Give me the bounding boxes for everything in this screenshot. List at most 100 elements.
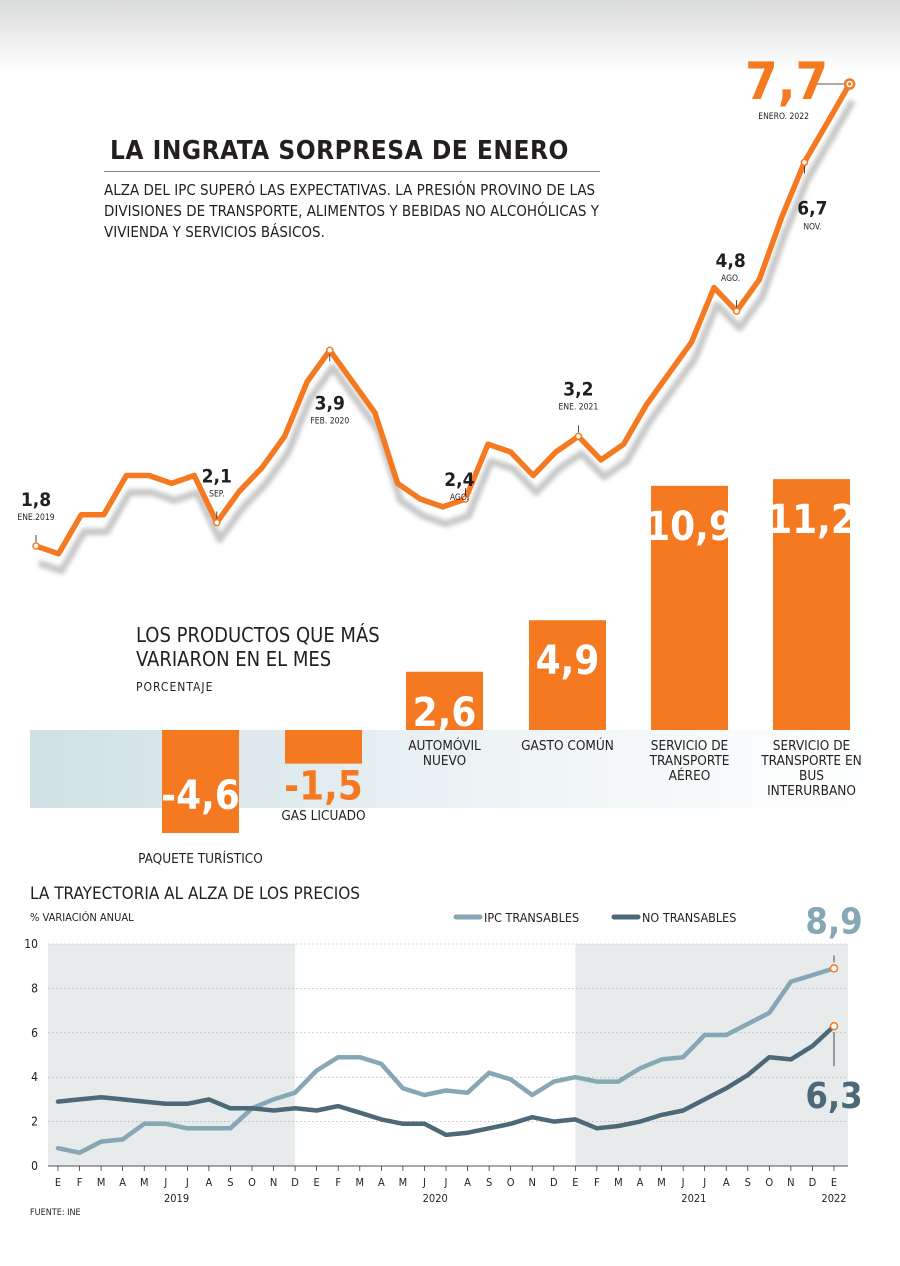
top-gradient — [0, 0, 900, 72]
trajectory-point — [359, 1056, 361, 1058]
x-tick-label: S — [486, 1176, 492, 1189]
trajectory-end-label: 6,3 — [805, 1076, 862, 1117]
trajectory-point — [488, 1127, 490, 1129]
x-tick-label: M — [614, 1176, 623, 1189]
trajectory-point — [273, 1110, 275, 1111]
ipc-point — [171, 482, 173, 484]
bar-category-label: AÉREO — [669, 767, 711, 784]
ipc-point — [690, 341, 693, 344]
trajectory-point — [337, 1105, 339, 1107]
ipc-line-shadow — [37, 99, 856, 575]
ipc-date-label: AGO. — [721, 274, 740, 284]
ipc-point — [758, 279, 760, 281]
bar-category-label: NUEVO — [423, 753, 466, 769]
x-tick-label: N — [787, 1176, 794, 1189]
bar-value-label: 10,9 — [645, 504, 734, 550]
y-tick-label: 2 — [31, 1115, 38, 1129]
x-tick-label: O — [248, 1176, 256, 1189]
trajectory-point — [811, 974, 813, 976]
trajectory-point — [380, 1118, 382, 1120]
trajectory-point — [229, 1127, 231, 1129]
x-tick-label: D — [809, 1176, 817, 1189]
ipc-point — [103, 514, 105, 516]
ipc-marker — [574, 432, 583, 441]
trajectory-point — [790, 981, 792, 983]
year-shade — [48, 944, 296, 1166]
ipc-point — [125, 474, 127, 477]
trajectory-point — [229, 1107, 231, 1109]
bar-chart-unit: PORCENTAJE — [136, 680, 214, 694]
trajectory-point — [682, 1056, 684, 1058]
ipc-point — [374, 412, 376, 414]
bar-category-label: BUS — [799, 768, 824, 784]
ipc-value-label: 4,8 — [715, 250, 745, 272]
trajectory-point — [574, 1076, 576, 1078]
source-note: FUENTE: INE — [30, 1208, 81, 1218]
ipc-marker — [32, 542, 40, 550]
trajectory-point — [79, 1152, 81, 1154]
trajectory-point — [186, 1127, 188, 1129]
trajectory-point — [273, 1098, 275, 1100]
trajectory-point — [251, 1107, 253, 1109]
ipc-point — [58, 553, 60, 555]
trajectory-point — [510, 1078, 512, 1080]
ipc-point — [306, 380, 308, 383]
bar-value-label: -1,5 — [284, 764, 363, 810]
ipc-marker-core — [848, 82, 852, 86]
ipc-value-label: 2,1 — [202, 466, 232, 488]
trajectory-point — [467, 1092, 469, 1094]
trajectory-point — [510, 1123, 512, 1125]
trajectory-point — [617, 1081, 619, 1083]
trajectory-point — [682, 1110, 684, 1111]
trajectory-end-label: 8,9 — [805, 901, 862, 942]
x-tick-label: E — [572, 1176, 578, 1189]
ipc-point — [397, 482, 399, 484]
ipc-date-label: ENERO. 2022 — [758, 112, 809, 122]
x-tick-label: N — [529, 1176, 536, 1189]
trajectory-point — [747, 1023, 749, 1025]
bar-value-label: 11,2 — [767, 497, 856, 543]
trajectory-point — [445, 1090, 447, 1092]
x-tick-label: D — [291, 1176, 299, 1189]
ipc-point — [261, 467, 263, 469]
x-tick-label: A — [723, 1176, 730, 1189]
trajectory-point — [768, 1056, 770, 1058]
trajectory-point — [596, 1081, 598, 1083]
ipc-marker — [326, 346, 334, 354]
trajectory-point — [165, 1123, 167, 1125]
trajectory-end-marker — [829, 964, 839, 973]
ipc-point — [510, 451, 512, 453]
trajectory-point — [380, 1063, 382, 1065]
trajectory-point — [747, 1074, 749, 1076]
trajectory-point — [402, 1087, 404, 1089]
bar-category-label: GAS LICUADO — [281, 808, 365, 824]
ipc-value-label: 3,9 — [315, 392, 345, 414]
page-title: LA INGRATA SORPRESA DE ENERO — [110, 136, 569, 166]
trajectory-point — [316, 1110, 318, 1111]
x-tick-label: A — [637, 1176, 644, 1189]
trajectory-point — [165, 1103, 167, 1105]
trajectory-point — [100, 1096, 102, 1098]
trajectory-point — [596, 1127, 598, 1129]
ipc-point — [826, 122, 828, 124]
y-tick-label: 8 — [31, 981, 38, 995]
bar — [651, 485, 728, 730]
ipc-point — [419, 498, 421, 500]
y-tick-label: 0 — [31, 1159, 38, 1173]
x-tick-label: N — [270, 1176, 277, 1189]
x-tick-label: J — [422, 1176, 426, 1189]
ipc-value-label: 1,8 — [21, 489, 51, 511]
bar — [285, 730, 362, 764]
year-label: 2019 — [164, 1192, 189, 1205]
ipc-point — [351, 380, 353, 383]
page-subtitle: ALZA DEL IPC SUPERÓ LAS EXPECTATIVAS. LA… — [104, 181, 599, 241]
trajectory-point — [768, 1012, 770, 1014]
ipc-point — [623, 443, 625, 445]
trajectory-point — [661, 1058, 663, 1060]
x-tick-label: M — [140, 1176, 149, 1189]
trajectory-end-marker — [829, 1021, 839, 1031]
trajectory-point — [100, 1141, 102, 1143]
x-tick-label: O — [507, 1176, 515, 1189]
trajectory-point — [704, 1034, 706, 1036]
x-tick-label: M — [657, 1176, 666, 1189]
